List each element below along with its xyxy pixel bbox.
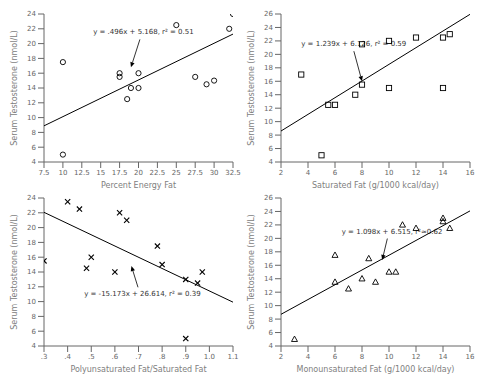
svg-text:12: 12 [264, 105, 273, 113]
svg-text:4: 4 [32, 342, 37, 350]
svg-text:14: 14 [439, 353, 448, 361]
svg-text:.3: .3 [41, 353, 48, 361]
svg-text:20: 20 [27, 224, 36, 232]
svg-text:8: 8 [269, 316, 273, 324]
svg-text:2: 2 [279, 169, 283, 177]
svg-text:Serum Testosterone (nmol/L): Serum Testosterone (nmol/L) [247, 30, 256, 146]
svg-text:22: 22 [27, 25, 36, 33]
svg-text:20: 20 [264, 235, 273, 243]
svg-text:6: 6 [333, 169, 338, 177]
svg-text:20: 20 [134, 169, 143, 177]
svg-text:Polyunsaturated Fat/Saturated: Polyunsaturated Fat/Saturated Fat [70, 365, 206, 374]
svg-text:18: 18 [264, 64, 273, 72]
svg-text:12: 12 [27, 99, 36, 107]
svg-text:24: 24 [264, 24, 273, 32]
svg-text:1.0: 1.0 [204, 353, 215, 361]
svg-text:16: 16 [466, 353, 475, 361]
svg-text:16: 16 [264, 78, 273, 86]
svg-text:10: 10 [27, 114, 36, 122]
svg-text:7.5: 7.5 [38, 169, 49, 177]
svg-text:8: 8 [32, 313, 36, 321]
svg-text:25: 25 [172, 169, 181, 177]
svg-text:26: 26 [264, 194, 273, 202]
svg-text:16: 16 [27, 254, 36, 262]
svg-text:4: 4 [306, 169, 311, 177]
svg-text:y = -15.173x + 26.614, r² = 0.: y = -15.173x + 26.614, r² = 0.39 [84, 290, 200, 298]
svg-text:8: 8 [32, 129, 36, 137]
svg-text:.5: .5 [88, 353, 95, 361]
svg-text:6: 6 [32, 144, 37, 152]
svg-text:4: 4 [32, 158, 37, 166]
svg-text:30: 30 [210, 169, 219, 177]
svg-text:4: 4 [269, 342, 274, 350]
svg-text:26: 26 [264, 10, 273, 18]
svg-text:32.5: 32.5 [225, 169, 241, 177]
svg-text:14: 14 [264, 275, 273, 283]
svg-text:10: 10 [264, 302, 273, 310]
svg-text:16: 16 [264, 262, 273, 270]
svg-text:.7: .7 [135, 353, 142, 361]
svg-text:1.1: 1.1 [227, 353, 238, 361]
svg-text:8: 8 [360, 353, 364, 361]
svg-text:8: 8 [269, 132, 273, 140]
svg-text:6: 6 [269, 145, 274, 153]
svg-text:y = .496x + 5.168, r² = 0.51: y = .496x + 5.168, r² = 0.51 [93, 28, 194, 36]
svg-text:10: 10 [27, 298, 36, 306]
svg-text:4: 4 [306, 353, 311, 361]
svg-text:24: 24 [27, 194, 36, 202]
svg-text:18: 18 [27, 239, 36, 247]
svg-text:12: 12 [264, 289, 273, 297]
svg-text:24: 24 [27, 10, 36, 18]
svg-text:.4: .4 [64, 353, 71, 361]
svg-text:Serum Testosterone (nmol/L): Serum Testosterone (nmol/L) [10, 30, 19, 146]
svg-text:10: 10 [264, 118, 273, 126]
svg-text:Saturated Fat (g/1000 kcal/day: Saturated Fat (g/1000 kcal/day) [312, 181, 439, 190]
svg-text:14: 14 [264, 91, 273, 99]
svg-text:16: 16 [466, 169, 475, 177]
svg-text:10: 10 [385, 353, 394, 361]
svg-text:14: 14 [439, 169, 448, 177]
svg-text:16: 16 [27, 70, 36, 78]
svg-text:Serum Testosterone (nmol/L): Serum Testosterone (nmol/L) [247, 214, 256, 330]
svg-text:22: 22 [264, 37, 273, 45]
svg-text:8: 8 [360, 169, 364, 177]
svg-text:22: 22 [264, 221, 273, 229]
svg-text:12: 12 [412, 169, 421, 177]
svg-text:6: 6 [333, 353, 338, 361]
svg-text:.9: .9 [182, 353, 189, 361]
svg-text:18: 18 [27, 55, 36, 63]
svg-text:20: 20 [27, 40, 36, 48]
svg-text:.8: .8 [159, 353, 166, 361]
svg-text:20: 20 [264, 51, 273, 59]
svg-text:2: 2 [279, 353, 283, 361]
svg-text:y = 1.098x + 6.515, r²≈0.62: y = 1.098x + 6.515, r²≈0.62 [341, 227, 443, 236]
svg-text:12: 12 [27, 283, 36, 291]
svg-text:22: 22 [27, 209, 36, 217]
svg-text:12: 12 [412, 353, 421, 361]
svg-text:.6: .6 [112, 353, 119, 361]
svg-text:14: 14 [27, 84, 36, 92]
svg-text:Monounsaturated Fat (g/1000 kc: Monounsaturated Fat (g/1000 kcal/day) [297, 365, 455, 374]
svg-text:y = 1.239x + 6.126, r² = 0.59: y = 1.239x + 6.126, r² = 0.59 [301, 40, 406, 48]
svg-text:4: 4 [269, 158, 274, 166]
svg-text:10: 10 [58, 169, 67, 177]
svg-text:14: 14 [27, 268, 36, 276]
svg-text:Percent Energy Fat: Percent Energy Fat [101, 181, 176, 190]
svg-text:15: 15 [96, 169, 105, 177]
svg-text:6: 6 [32, 328, 37, 336]
svg-text:24: 24 [264, 208, 273, 216]
svg-text:10: 10 [385, 169, 394, 177]
svg-text:22.5: 22.5 [150, 169, 166, 177]
svg-text:12.5: 12.5 [74, 169, 90, 177]
svg-text:17.5: 17.5 [112, 169, 128, 177]
svg-text:27.5: 27.5 [187, 169, 203, 177]
svg-text:18: 18 [264, 248, 273, 256]
svg-text:Serum Testosterone (nmol/L): Serum Testosterone (nmol/L) [10, 214, 19, 330]
svg-text:6: 6 [269, 329, 274, 337]
